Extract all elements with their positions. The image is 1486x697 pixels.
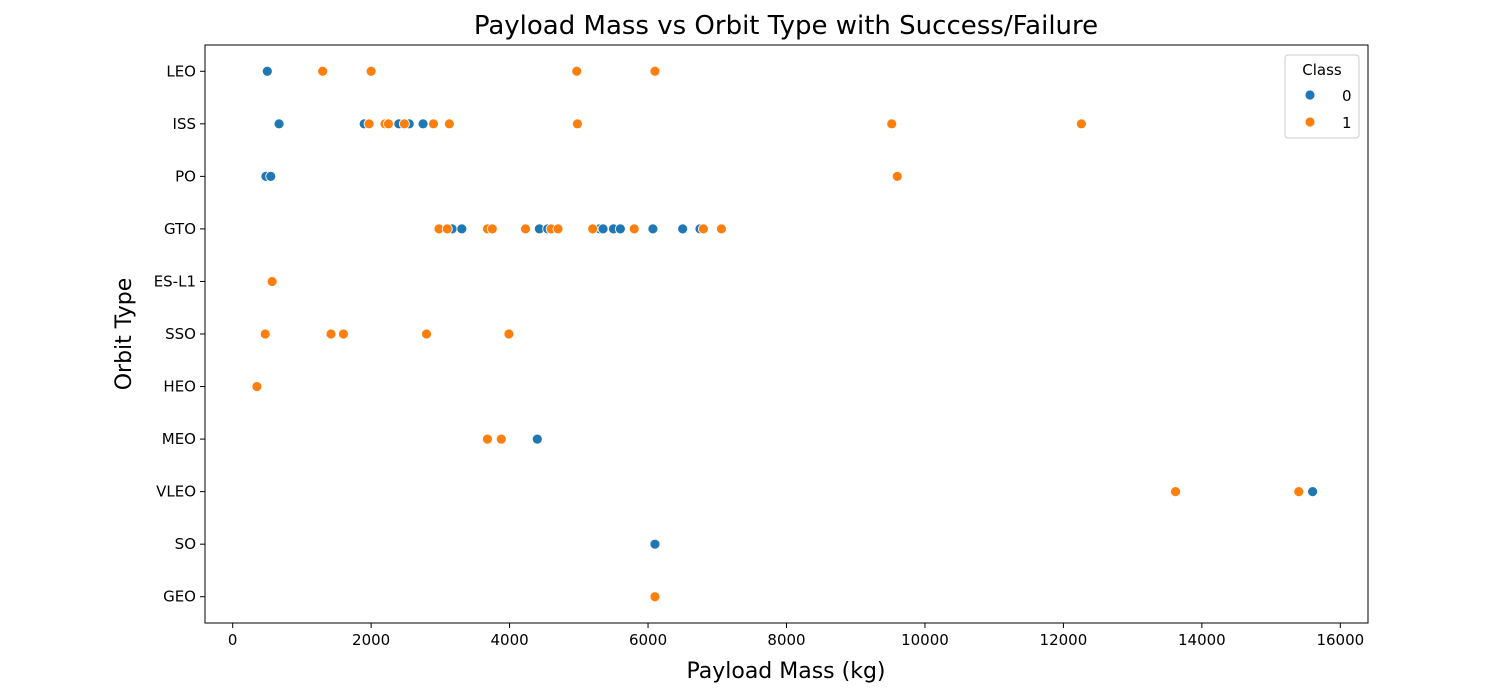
x-tick-label: 8000 — [767, 631, 805, 649]
y-tick-label: GTO — [164, 220, 196, 238]
legend-box — [1284, 54, 1360, 139]
y-tick-label: VLEO — [156, 483, 196, 501]
x-axis-ticks: 0 2000 4000 6000 8000 10000 12000 14000 16000 — [228, 623, 1364, 649]
data-point-class-1 — [572, 118, 583, 130]
x-tick-label: 4000 — [491, 631, 529, 649]
data-point-class-1 — [503, 328, 515, 340]
y-tick-label: GEO — [163, 588, 196, 606]
y-tick-label: ES-L1 — [154, 272, 196, 290]
y-axis-label: Orbit Type — [112, 278, 137, 391]
data-point-class-0 — [265, 170, 277, 182]
data-point-class-1 — [698, 223, 709, 235]
data-point-class-1 — [383, 118, 394, 130]
x-tick-label: 10000 — [901, 631, 949, 649]
x-tick-label: 12000 — [1040, 631, 1088, 649]
x-tick-label: 6000 — [629, 631, 667, 649]
legend-marker — [1304, 116, 1316, 128]
legend-title: Class — [1302, 61, 1342, 79]
x-tick-label: 16000 — [1316, 631, 1364, 649]
data-point-class-1 — [495, 433, 507, 445]
data-point-class-1 — [649, 591, 661, 603]
data-point-class-0 — [597, 223, 609, 235]
y-tick-label: SSO — [165, 325, 196, 343]
data-point-class-1 — [649, 65, 661, 77]
data-point-class-0 — [647, 223, 659, 235]
data-point-class-0 — [677, 223, 689, 235]
y-tick-label: ISS — [173, 115, 196, 133]
data-point-class-0 — [456, 223, 468, 235]
data-point-class-1 — [552, 223, 564, 235]
data-point-class-0 — [273, 118, 285, 130]
data-point-class-1 — [338, 328, 349, 340]
data-point-class-1 — [571, 65, 583, 77]
x-tick-label: 2000 — [352, 631, 390, 649]
y-tick-label: SO — [175, 535, 196, 553]
y-tick-label: HEO — [163, 378, 196, 396]
data-point-class-0 — [261, 65, 273, 77]
data-point-class-1 — [1293, 486, 1305, 498]
data-point-class-1 — [363, 118, 375, 130]
data-point-class-1 — [365, 65, 377, 77]
data-point-class-1 — [1076, 118, 1087, 130]
data-point-class-1 — [317, 65, 329, 77]
x-axis-label: Payload Mass (kg) — [686, 659, 885, 684]
data-point-class-1 — [266, 276, 278, 287]
data-point-class-1 — [443, 118, 455, 130]
data-point-class-1 — [886, 118, 898, 130]
data-point-class-1 — [325, 328, 337, 340]
data-point-class-1 — [486, 223, 498, 235]
x-tick-label: 14000 — [1178, 631, 1226, 649]
data-point-class-0 — [649, 538, 661, 550]
y-tick-label: MEO — [162, 430, 196, 448]
data-point-class-1 — [428, 118, 439, 130]
y-tick-label: PO — [175, 167, 196, 185]
data-point-class-1 — [251, 381, 263, 392]
legend: Class 0 1 — [1284, 54, 1360, 139]
data-point-class-0 — [531, 433, 543, 445]
y-axis-ticks: LEO ISS PO GTO ES-L1 SSO HEO MEO VLEO SO GEO — [154, 62, 205, 606]
chart-title: Payload Mass vs Orbit Type with Success/… — [474, 11, 1098, 41]
legend-label: 1 — [1342, 114, 1352, 132]
y-tick-label: LEO — [166, 62, 196, 80]
data-point-class-1 — [398, 118, 410, 130]
data-points — [251, 65, 1319, 603]
data-point-class-0 — [1307, 486, 1319, 498]
plot-area-frame — [204, 44, 1369, 624]
x-tick-label: 0 — [228, 631, 238, 649]
data-point-class-1 — [421, 328, 432, 340]
legend-label: 0 — [1342, 87, 1352, 105]
data-point-class-0 — [614, 223, 626, 235]
data-point-class-1 — [587, 223, 599, 235]
data-point-class-1 — [441, 223, 453, 235]
data-point-class-1 — [259, 328, 271, 340]
data-point-class-0 — [417, 118, 429, 130]
data-point-class-1 — [482, 433, 493, 445]
data-point-class-1 — [716, 223, 727, 235]
data-point-class-1 — [1170, 486, 1181, 498]
data-point-class-1 — [520, 223, 531, 235]
legend-marker — [1304, 89, 1316, 101]
data-point-class-1 — [891, 170, 903, 182]
data-point-class-1 — [628, 223, 640, 235]
